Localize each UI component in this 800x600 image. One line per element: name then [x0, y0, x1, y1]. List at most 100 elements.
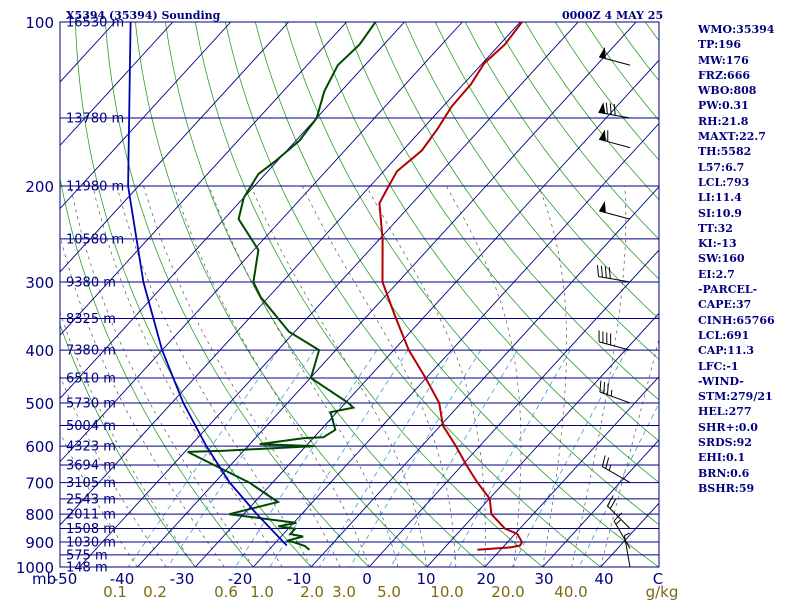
sounding-datetime: 0000Z 4 MAY 25: [562, 9, 663, 22]
mixing-ratio-tick-label: 0.2: [143, 583, 167, 600]
temperature-tick-label: 10: [416, 570, 435, 588]
wind-barb-half-feather: [610, 389, 613, 397]
wind-barb: [623, 532, 631, 568]
temperature-tick-label: 30: [534, 570, 553, 588]
pressure-unit-label: mb: [32, 570, 56, 588]
axis-labels: 16530 m 13780 m 11980 m 10580 m 9380 m 8325 m…: [16, 14, 679, 600]
wind-barb-feather: [605, 102, 608, 115]
stat-item: EHI:0.1: [698, 451, 746, 465]
height-label: 2543 m: [66, 492, 116, 507]
isotherm: [60, 22, 290, 273]
mixing-ratio-line: [349, 349, 482, 567]
stats-panel: WMO:35394 TP:196 MW:176 FRZ:666 WBO:808 PW:0.…: [698, 22, 798, 496]
wind-barb: [598, 47, 631, 66]
wind-barb-flag: [599, 47, 606, 59]
wind-barb-half-feather: [608, 464, 612, 471]
wind-barb-staff: [598, 210, 631, 220]
height-label: 1030 m: [66, 536, 116, 551]
dewpoint-trace: [187, 22, 377, 551]
wind-barb-feather: [605, 457, 610, 469]
isotherm: [60, 22, 405, 400]
height-label: 1508 m: [66, 522, 116, 537]
pressure-label: 600: [25, 438, 54, 456]
wind-barb-staff: [613, 520, 631, 549]
wind-barb-feather: [606, 383, 609, 395]
background-lines: [60, 22, 659, 567]
stat-item: EI:2.7: [698, 267, 735, 281]
mixing-ratio-line: [448, 349, 571, 567]
dry-adiabat: [224, 22, 601, 567]
mixing-ratio-line: [511, 349, 628, 567]
stat-item: PW:0.31: [698, 99, 749, 113]
isotherm: [60, 22, 232, 210]
isotherm: [484, 375, 659, 567]
wind-barb: [598, 330, 631, 351]
stat-item: WMO:35394: [698, 23, 775, 36]
wind-barb-feather: [600, 265, 603, 278]
moist-adiabat: [445, 185, 522, 567]
stat-item: TT:32: [698, 221, 733, 235]
wind-barb-half-feather: [615, 519, 621, 525]
parcel-trace: [127, 22, 288, 547]
stat-item: FRZ:666: [698, 68, 751, 82]
stat-item: STM:279/21: [698, 390, 773, 404]
mixing-ratio-tick-label: 1.0: [250, 583, 274, 600]
isotherm: [79, 22, 579, 567]
temperature-tick-label: -50: [53, 570, 78, 588]
moist-adiabat: [92, 186, 283, 567]
isotherm: [252, 122, 659, 567]
height-label: 9380 m: [66, 276, 116, 291]
wind-barb-staff: [602, 466, 631, 484]
temperature-tick-label: -30: [170, 570, 195, 588]
wind-barb: [598, 102, 631, 119]
wind-barb-staff: [623, 535, 631, 568]
stat-item: LI:11.4: [698, 191, 742, 205]
wind-barb-feather: [613, 512, 623, 522]
wind-barbs: [596, 47, 631, 568]
moist-adiabat: [301, 185, 457, 567]
stat-item: HEL:277: [698, 405, 752, 419]
temperature-tick-label: 20: [476, 570, 495, 588]
wind-barb-feather: [599, 380, 602, 393]
stat-item: L57:6.7: [698, 160, 745, 174]
mixing-ratio-tick-label: 0.1: [103, 583, 127, 600]
height-label: 4323 m: [66, 440, 116, 455]
height-label: 13780 m: [66, 112, 124, 127]
wind-barb-feather: [608, 267, 611, 279]
stat-item: MAXT:22.7: [698, 130, 766, 144]
isotherm: [194, 59, 659, 567]
height-label: 5004 m: [66, 419, 116, 434]
stat-item: WBO:808: [698, 84, 757, 98]
stat-item: CAP:11.3: [698, 344, 755, 358]
height-label: 575 m: [66, 548, 108, 563]
stat-item: CAPE:37: [698, 298, 752, 312]
mixing-ratio-line: [318, 349, 454, 567]
stat-item: -PARCEL-: [698, 283, 758, 297]
mixing-ratio-tick-label: 10.0: [430, 583, 463, 600]
mixing-ratio-tick-label: 0.6: [214, 583, 238, 600]
stat-item: SHR+:0.0: [698, 420, 758, 434]
stat-item: -WIND-: [698, 374, 744, 388]
wind-barb-flag: [599, 201, 606, 213]
height-label: 5730 m: [66, 396, 116, 411]
wind-barb-half-feather: [624, 532, 631, 536]
temperature-tick-label: -10: [287, 570, 312, 588]
dry-adiabat: [284, 22, 659, 526]
isotherm: [542, 439, 659, 567]
stat-item: MW:176: [698, 53, 749, 67]
wind-barb: [606, 495, 631, 529]
moist-adiabat: [250, 185, 428, 567]
height-label: 148 m: [66, 561, 108, 576]
moist-adiabat: [571, 186, 627, 567]
wind-barb-feather: [606, 495, 614, 507]
stat-item: TP:196: [698, 38, 742, 52]
height-label: 11980 m: [66, 180, 124, 195]
wind-barb-staff: [598, 275, 631, 283]
wind-barb-staff: [598, 341, 631, 351]
pressure-label: 300: [25, 274, 54, 292]
isotherm: [426, 312, 659, 567]
isotherm: [310, 186, 659, 567]
height-label: 3105 m: [66, 476, 116, 491]
stat-item: KI:-13: [698, 237, 737, 251]
wind-barb-feather: [601, 455, 606, 467]
